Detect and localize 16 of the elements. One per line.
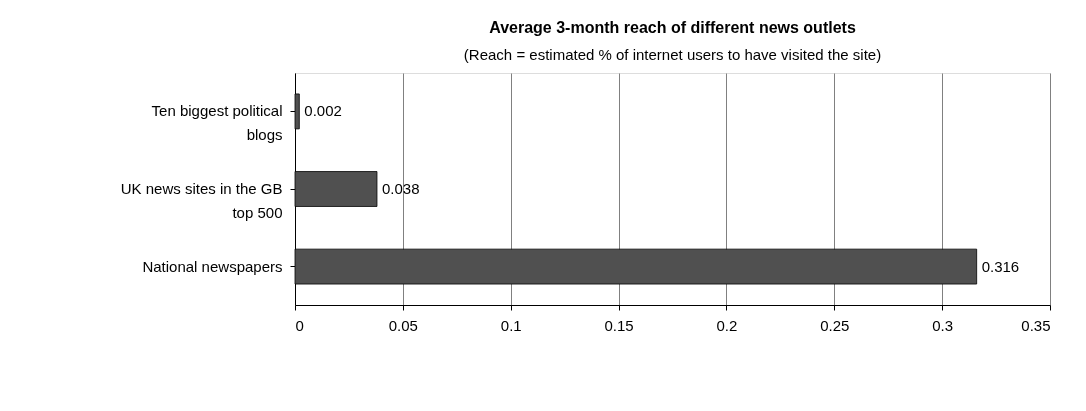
x-tick-label: 0.1 — [500, 316, 522, 334]
data-label: 0.038 — [381, 180, 420, 197]
x-tick-label: 0.35 — [1021, 316, 1051, 334]
data-label: 0.002 — [304, 102, 342, 120]
chart-subtitle: (Reach = estimated % of internet users to have visited the site) — [463, 46, 882, 63]
data-label: 0.316 — [981, 257, 1020, 275]
y-tick-label: Ten biggest political blogs — [151, 102, 283, 144]
y-tick-label: UK news sites in the GB top 500 — [120, 180, 283, 221]
x-tick-label: 0.25 — [820, 316, 850, 334]
x-tick-label: 0.05 — [388, 316, 418, 334]
x-tick-label: 0 — [295, 316, 304, 334]
x-tick-label: 0.3 — [932, 316, 954, 334]
x-tick-label: 0.2 — [716, 316, 738, 334]
x-tick-label: 0.15 — [604, 316, 634, 334]
chart-title: Average 3-month reach of different news outlets — [489, 19, 856, 36]
y-tick-label: National newspapers — [142, 257, 283, 275]
